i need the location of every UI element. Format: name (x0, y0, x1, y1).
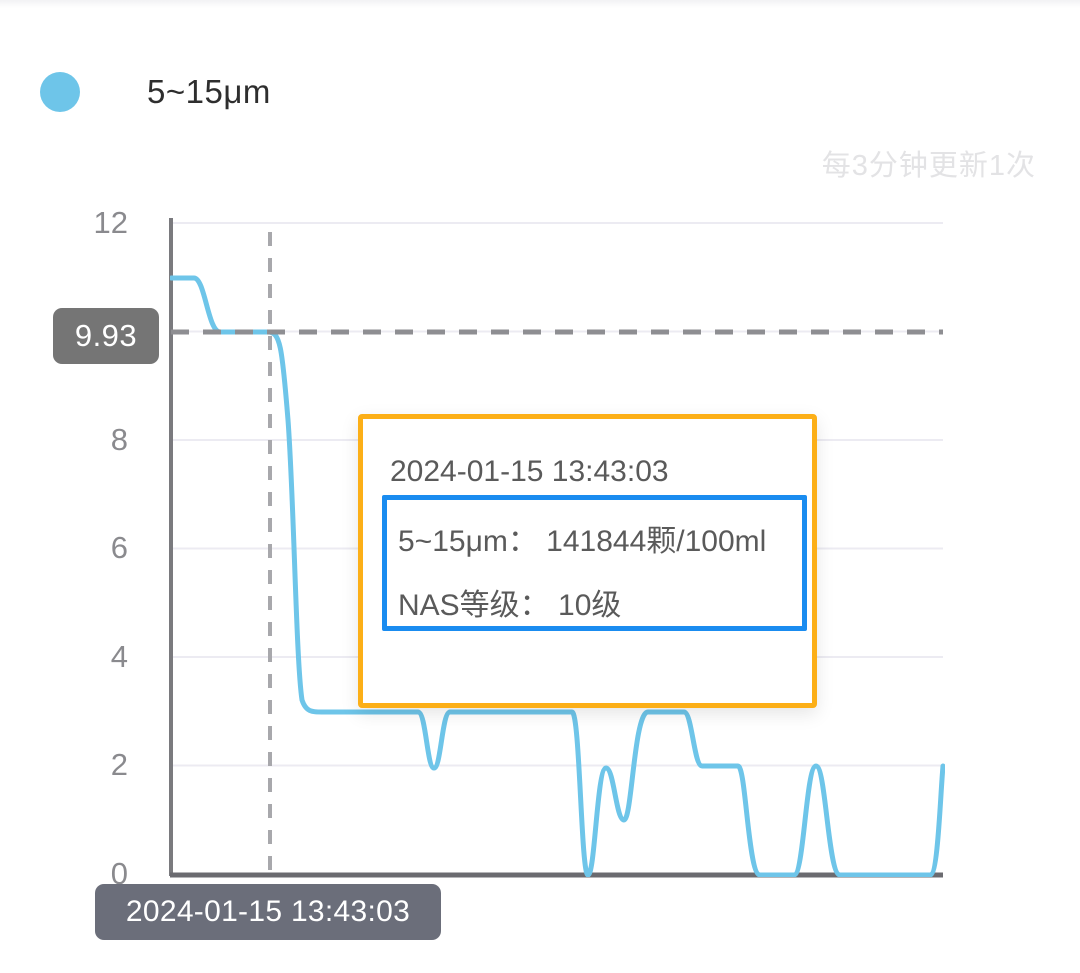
y-value-badge: 9.93 (53, 308, 159, 364)
legend-item-label: 5~15μm (147, 73, 271, 110)
chart-tooltip[interactable]: 2024-01-15 13:43:03 5~15μm： 141844颗/100m… (358, 414, 817, 708)
y-tick-2: 2 (110, 747, 128, 782)
series-line-5-15um (170, 275, 945, 877)
legend-dot-icon (40, 72, 80, 112)
tooltip-timestamp: 2024-01-15 13:43:03 (390, 455, 669, 488)
y-tick-12: 12 (93, 205, 128, 240)
y-tick-8: 8 (110, 422, 128, 457)
top-divider (0, 0, 1080, 8)
tooltip-row-particle-count: 5~15μm： 141844颗/100ml (398, 525, 767, 558)
x-axis-time-badge: 2024-01-15 13:43:03 (95, 884, 441, 940)
tooltip-values-box: 5~15μm： 141844颗/100ml NAS等级： 10级 (382, 495, 807, 631)
update-frequency-note: 每3分钟更新1次 (821, 150, 1036, 182)
y-tick-4: 4 (110, 639, 128, 674)
y-tick-0: 0 (110, 856, 128, 891)
tooltip-row-nas-level: NAS等级： 10级 (398, 589, 622, 622)
chart-legend[interactable]: 5~15μm (40, 72, 271, 112)
y-tick-6: 6 (110, 530, 128, 565)
